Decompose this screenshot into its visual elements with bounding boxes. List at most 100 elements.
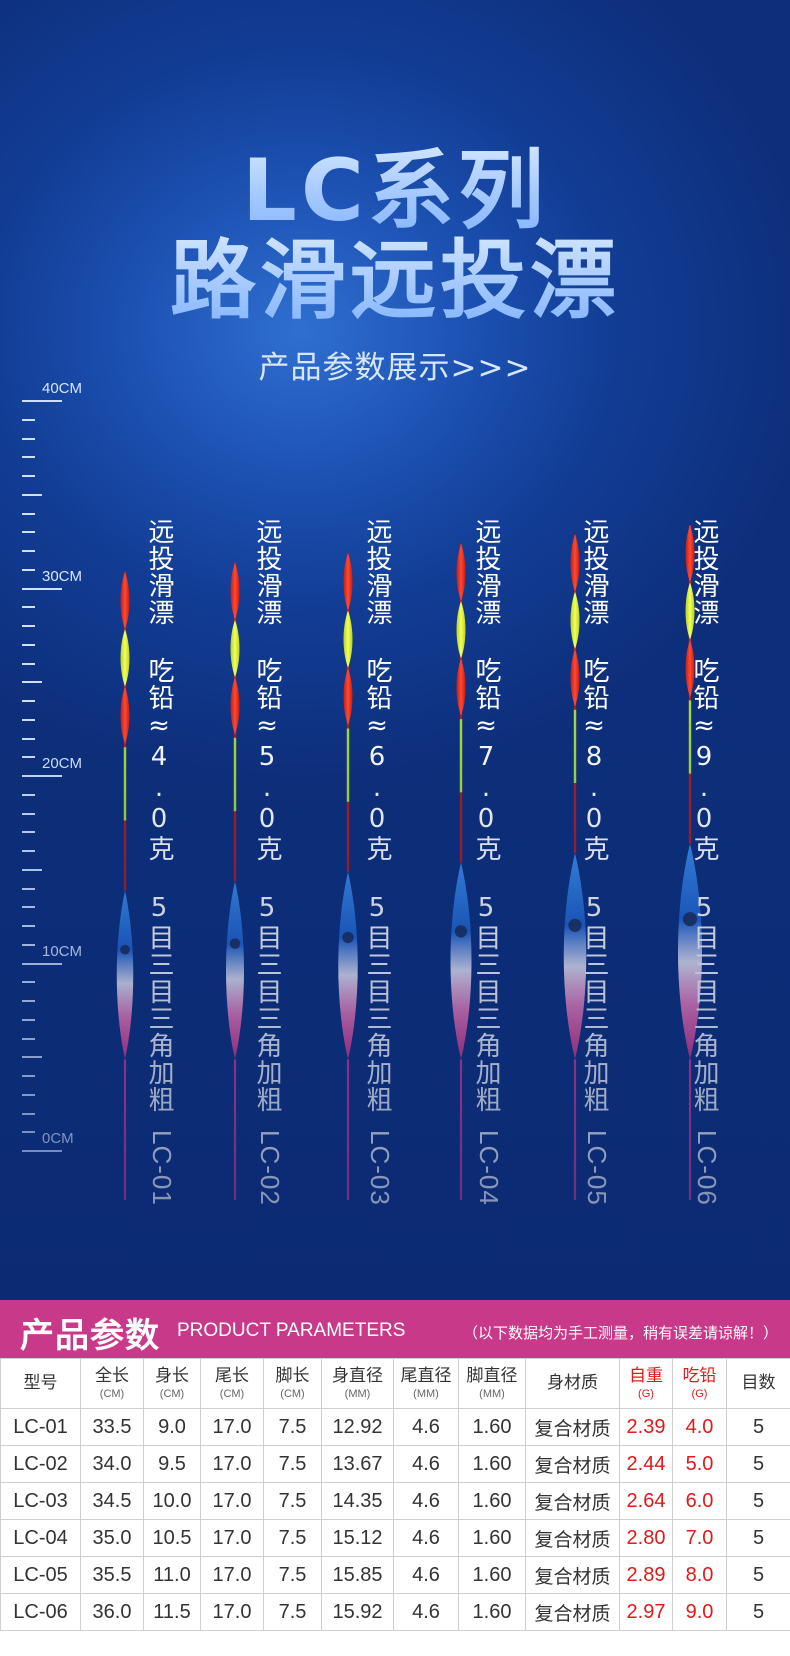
- float-bead-red: [570, 534, 580, 592]
- table-cell: 15.12: [321, 1519, 394, 1557]
- table-cell: 35.0: [80, 1519, 144, 1557]
- float-body: [563, 853, 587, 1060]
- float-bead-red: [456, 543, 466, 602]
- table-cell: 1.60: [458, 1593, 526, 1631]
- float-model-4: LC-04: [474, 1130, 504, 1206]
- column-unit: (MM): [344, 1387, 371, 1400]
- ruler-tick: [22, 1150, 62, 1152]
- table-cell: LC-02: [0, 1445, 81, 1483]
- float-model-6: LC-06: [692, 1130, 722, 1206]
- table-cell: 13.67: [321, 1445, 394, 1483]
- ruler-tick: [22, 812, 35, 815]
- column-label: 全长: [95, 1366, 129, 1386]
- float-bead-red: [120, 686, 130, 744]
- table-cell: 4.6: [393, 1593, 459, 1631]
- table-cell: LC-03: [0, 1482, 81, 1520]
- table-cell: 5: [726, 1445, 790, 1483]
- column-header: 自重 (G): [619, 1358, 673, 1409]
- column-header: 身直径 (MM): [321, 1358, 394, 1409]
- table-cell: 11.5: [143, 1593, 201, 1631]
- ruler-tick: [22, 1018, 35, 1021]
- table-cell: 1.60: [458, 1408, 526, 1446]
- ruler-tick: [22, 400, 62, 402]
- params-note: （以下数据均为手工测量，稍有误差请谅解！）: [462, 1324, 778, 1342]
- ruler-label: 40CM: [42, 380, 83, 397]
- table-cell: 2.39: [619, 1408, 673, 1446]
- column-header: 尾直径 (MM): [393, 1358, 459, 1409]
- column-label: 自重: [629, 1366, 663, 1386]
- column-unit: (G): [638, 1387, 654, 1400]
- ruler-tick: [22, 962, 62, 965]
- ruler-tick: [22, 1131, 35, 1134]
- column-header: 脚长 (CM): [263, 1358, 322, 1409]
- fish-logo-icon: [120, 944, 130, 955]
- table-cell: 5: [726, 1519, 790, 1557]
- table-cell: 1.60: [458, 1445, 526, 1483]
- column-label: 脚直径: [466, 1366, 518, 1386]
- fish-logo-icon: [342, 931, 354, 944]
- table-cell: 11.0: [143, 1556, 201, 1594]
- table-cell: 9.5: [143, 1445, 201, 1483]
- ruler-tick: [22, 1093, 35, 1096]
- float-bead-yellow: [120, 629, 130, 687]
- table-cell: 2.80: [619, 1519, 673, 1557]
- table-row: LC-01 33.5 9.0 17.0 7.5 12.92 4.6 1.60 复合材质 2.39 4…: [0, 1408, 790, 1446]
- column-unit: (G): [691, 1387, 708, 1400]
- float-body: [450, 862, 472, 1060]
- float-bead-yellow: [343, 610, 353, 668]
- ruler-label: 30CM: [42, 567, 83, 585]
- table-cell: 17.0: [200, 1408, 264, 1446]
- column-unit: (MM): [479, 1387, 505, 1400]
- table-cell: 7.5: [263, 1593, 322, 1631]
- table-row: LC-05 35.5 11.0 17.0 7.5 15.85 4.6 1.60 复合材质 2.89…: [0, 1556, 790, 1594]
- column-header: 全长 (CM): [80, 1358, 144, 1409]
- column-header: 身材质: [525, 1358, 620, 1409]
- ruler-tick: [22, 868, 42, 871]
- column-unit: (CM): [219, 1387, 245, 1400]
- column-label: 身材质: [547, 1373, 598, 1393]
- float-desc-2: 远投滑漂 吃铅≈5.0克 5目三目三角加粗: [252, 518, 282, 1113]
- table-cell: 复合材质: [525, 1482, 620, 1520]
- float-desc-5: 远投滑漂 吃铅≈8.0克 5目三目三角加粗: [579, 518, 609, 1113]
- ruler-tick: [22, 643, 35, 646]
- ruler-tick: [22, 943, 35, 946]
- table-cell: 36.0: [80, 1593, 144, 1631]
- float-desc-4: 远投滑漂 吃铅≈7.0克 5目三目三角加粗: [471, 518, 501, 1113]
- ruler-label: 10CM: [42, 942, 83, 960]
- title-line-1: LC系列: [0, 120, 790, 245]
- title-line-2: 路滑远投漂: [0, 210, 790, 335]
- ruler-tick: [22, 1037, 35, 1040]
- column-label: 身直径: [332, 1366, 383, 1386]
- column-unit: (CM): [280, 1387, 305, 1400]
- column-header: 尾长 (CM): [200, 1358, 264, 1409]
- params-heading-en: PRODUCT PARAMETERS: [177, 1320, 406, 1341]
- fish-logo-icon: [454, 925, 468, 938]
- float-3: [338, 553, 358, 1200]
- ruler-tick: [22, 887, 35, 890]
- table-cell: 4.6: [393, 1556, 459, 1594]
- ruler-tick: [22, 550, 35, 552]
- table-cell: 9.0: [143, 1408, 201, 1446]
- float-1: [116, 571, 134, 1200]
- params-header-band: 产品参数 PRODUCT PARAMETERS （以下数据均为手工测量，稍有误差…: [0, 1300, 790, 1358]
- float-body: [226, 881, 244, 1060]
- ruler-tick: [22, 831, 35, 834]
- table-cell: 35.5: [80, 1556, 144, 1594]
- float-bead-red: [685, 639, 695, 698]
- table-cell: 2.97: [619, 1593, 673, 1631]
- column-label: 尾直径: [400, 1366, 452, 1386]
- table-cell: 17.0: [200, 1556, 264, 1594]
- table-cell: 7.5: [263, 1482, 322, 1520]
- float-body: [116, 890, 134, 1060]
- column-unit: (MM): [413, 1387, 439, 1400]
- table-cell: 7.0: [672, 1519, 727, 1557]
- table-header-row: 型号 全长 (CM) 身长 (CM) 尾长 (CM) 脚长 (CM) 身直径 (MM) 尾直径 (MM)…: [0, 1358, 790, 1409]
- ruler-tick: [22, 475, 35, 477]
- float-model-2: LC-02: [255, 1130, 285, 1206]
- ruler-tick: [22, 456, 35, 459]
- ruler-tick: [22, 906, 35, 909]
- table-cell: 2.64: [619, 1482, 673, 1520]
- table-row: LC-03 34.5 10.0 17.0 7.5 14.35 4.6 1.60 复合材质 2.64…: [0, 1482, 790, 1520]
- table-cell: 15.85: [321, 1556, 394, 1594]
- table-cell: 复合材质: [525, 1556, 620, 1594]
